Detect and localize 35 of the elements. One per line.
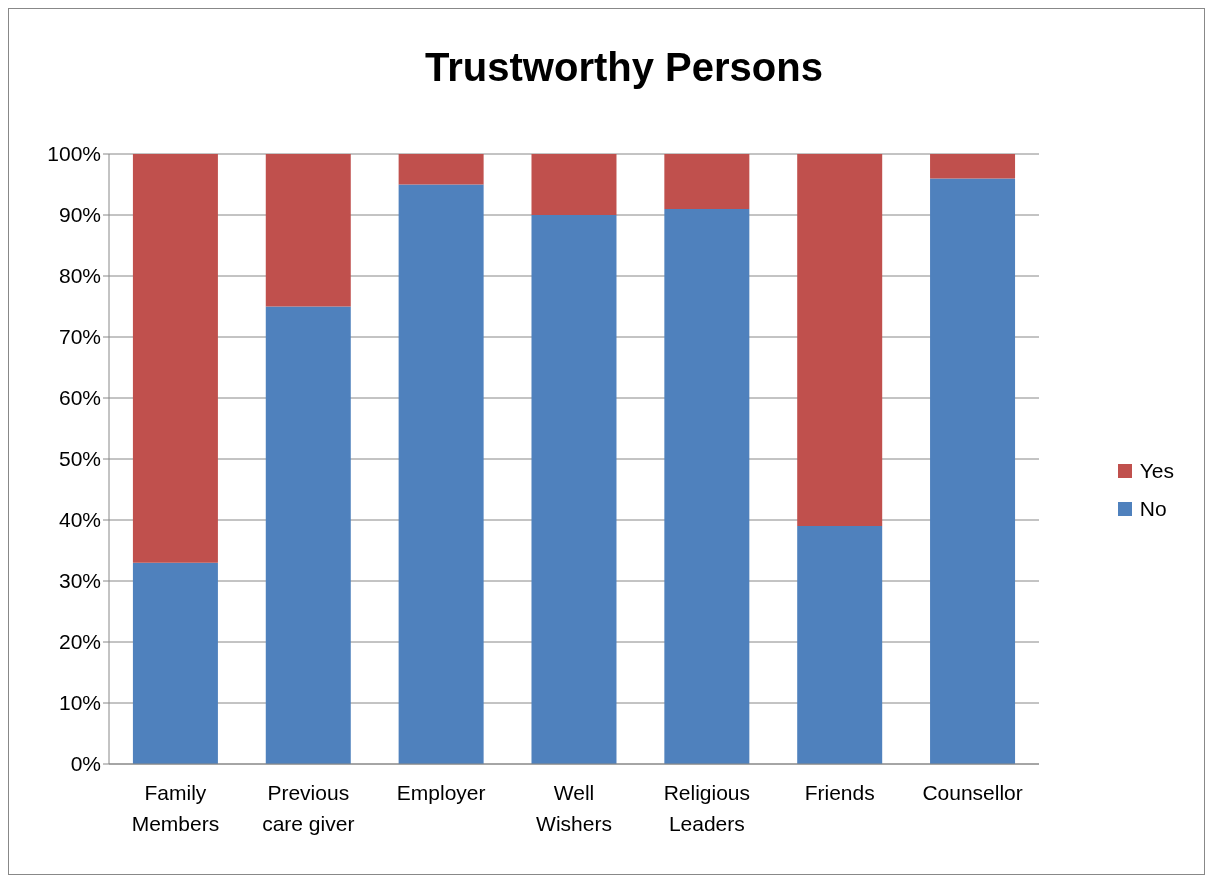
x-tick-label: Well Wishers [536, 781, 612, 835]
y-tick-label: 40% [58, 508, 101, 532]
y-tick-label: 80% [58, 264, 101, 288]
bar [664, 208, 750, 764]
bar [132, 562, 218, 764]
x-tick-label: Religious Leaders [663, 781, 751, 835]
x-tick-label: Counsellor [922, 781, 1023, 804]
y-tick-label: 90% [58, 203, 101, 227]
y-tick-label: 20% [58, 630, 101, 654]
x-tick-label: Friends [804, 781, 875, 804]
bar [797, 154, 883, 527]
chart-title: Trustworthy Persons [424, 45, 824, 90]
bar [531, 215, 617, 764]
y-tick-label: 10% [58, 691, 101, 715]
x-tick-label: Previous care giver [262, 781, 355, 835]
bar [398, 184, 484, 764]
y-tick-label: 60% [58, 386, 101, 410]
y-tick-label: 100% [47, 142, 101, 166]
bar [664, 154, 750, 209]
y-tick-label: 70% [58, 325, 101, 349]
bar [265, 154, 351, 307]
bar [930, 178, 1016, 764]
bar [132, 154, 218, 563]
y-tick-label: 30% [58, 569, 101, 593]
legend-label: No [1139, 497, 1167, 521]
x-tick-label: Employer [396, 781, 486, 804]
bar [797, 526, 883, 764]
bar [398, 154, 484, 185]
y-tick-label: 0% [70, 752, 101, 776]
y-tick-label: 50% [58, 447, 101, 471]
bar [930, 154, 1016, 179]
bar [531, 154, 617, 215]
bar [265, 306, 351, 764]
legend-label: Yes [1139, 459, 1174, 483]
x-tick-label: Family Members [131, 781, 220, 835]
